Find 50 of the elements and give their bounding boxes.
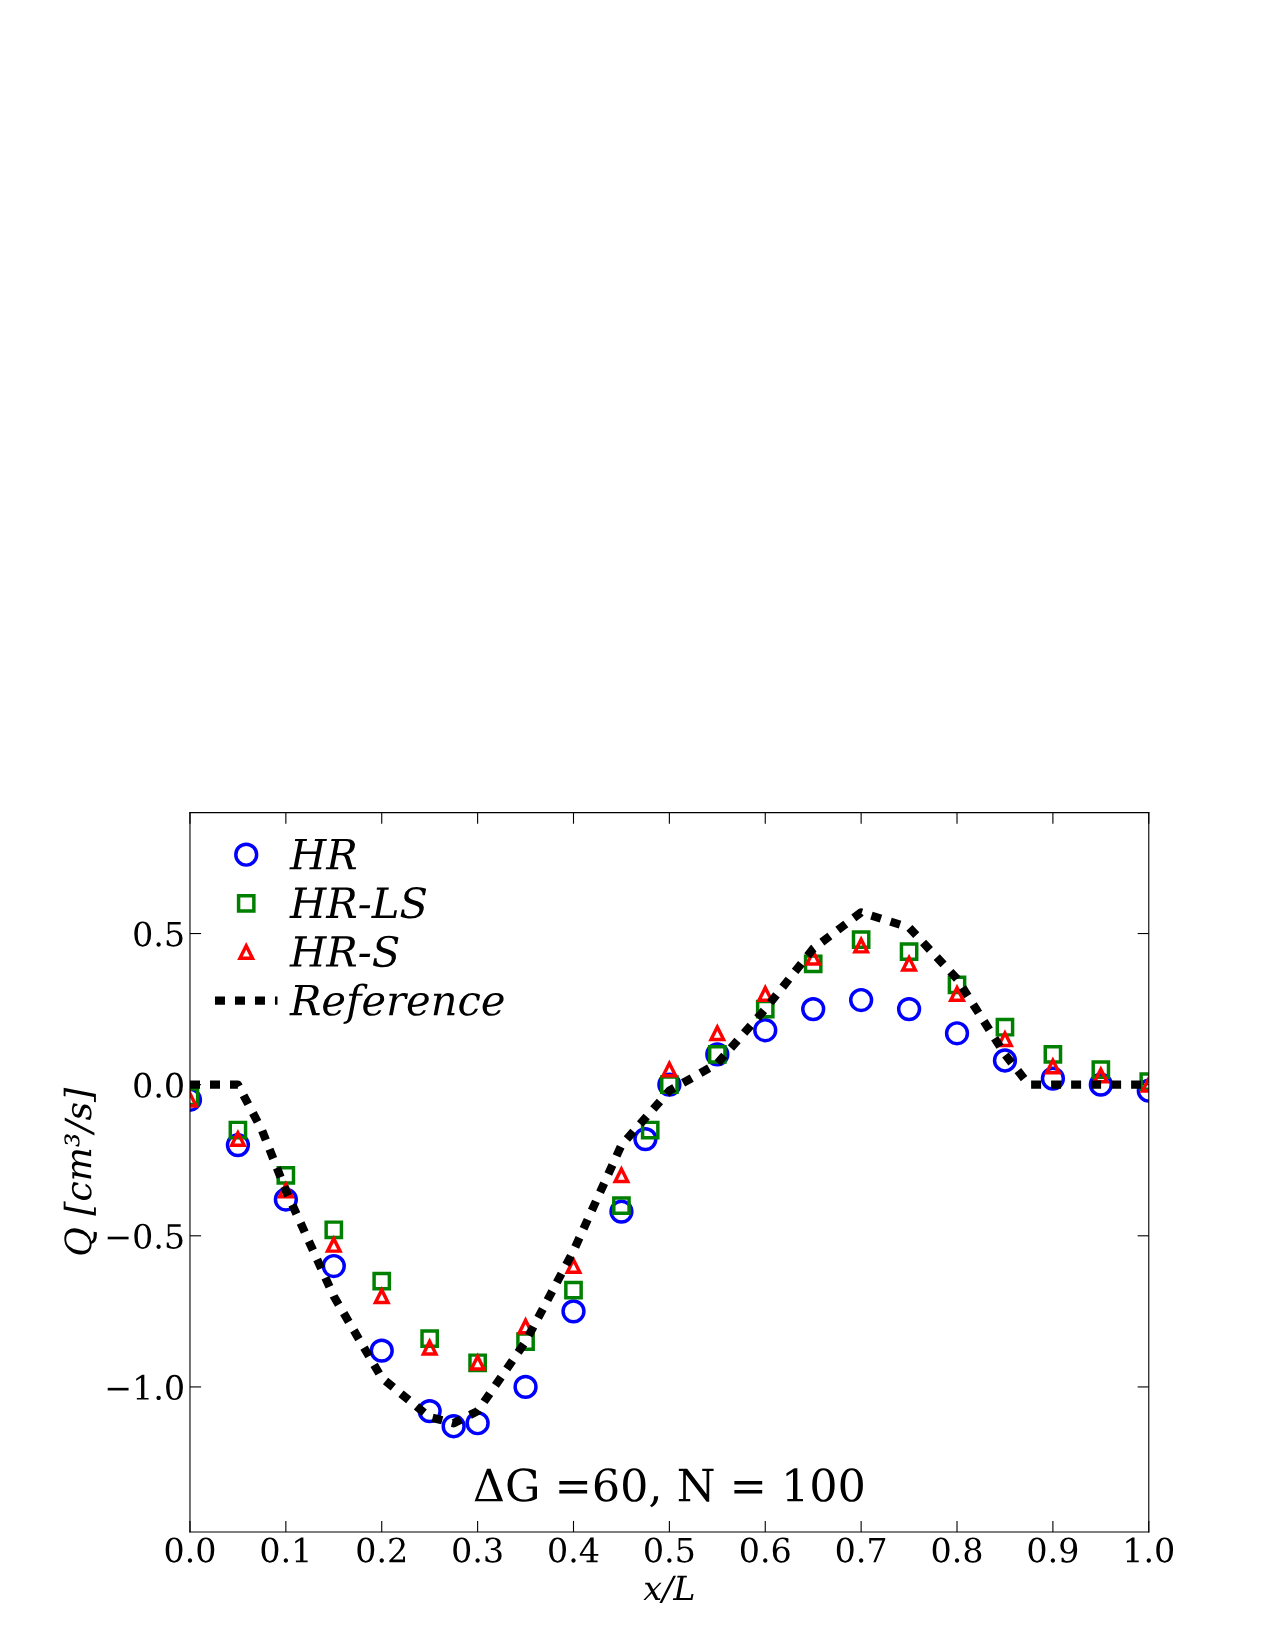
- legend-label: HR-S: [289, 935, 399, 968]
- x-tick-label: 0.4: [549, 1537, 599, 1563]
- point: [896, 996, 922, 1022]
- x-tick-label: 0.7: [836, 1537, 886, 1563]
- point: [565, 1258, 582, 1275]
- point: [944, 1021, 970, 1046]
- point: [995, 1017, 1015, 1037]
- x-tick-label: 0.8: [932, 1537, 982, 1563]
- y-axis-title: Q [cm³/s]: [63, 1087, 97, 1255]
- point: [900, 953, 918, 972]
- x-tick-label: 0.5: [645, 1537, 694, 1563]
- point: [441, 1414, 466, 1439]
- point: [753, 1018, 778, 1043]
- point: [324, 1220, 344, 1240]
- point: [564, 1280, 583, 1300]
- annotation: ΔG =60, N = 100: [474, 1468, 863, 1508]
- point: [321, 1253, 346, 1279]
- x-axis-title: x/L: [643, 1575, 694, 1604]
- y-tick-label: 0.5: [134, 921, 183, 947]
- y-tick-label: −0.5: [107, 1223, 183, 1249]
- x-tick-label: 0.3: [453, 1537, 502, 1563]
- point: [369, 1338, 394, 1363]
- y-tick-label: 0.0: [134, 1072, 183, 1098]
- point: [1043, 1045, 1063, 1064]
- y-tick-label: −1.0: [107, 1374, 183, 1401]
- x-tick-label: 0.9: [1028, 1537, 1078, 1563]
- point: [899, 942, 919, 962]
- point: [561, 1299, 586, 1324]
- point: [613, 1167, 630, 1184]
- point: [373, 1288, 390, 1305]
- point: [513, 1374, 538, 1400]
- point: [848, 987, 874, 1013]
- legend-label: HR-LS: [289, 887, 427, 919]
- point: [660, 1059, 679, 1078]
- legend-label: Reference: [289, 983, 504, 1024]
- point: [801, 996, 826, 1022]
- x-tick-label: 0.2: [357, 1537, 405, 1563]
- point: [372, 1271, 392, 1291]
- point: [709, 1025, 726, 1042]
- point: [324, 1234, 343, 1253]
- x-tick-label: 0.1: [261, 1537, 308, 1563]
- point: [949, 986, 966, 1002]
- point: [1044, 1056, 1062, 1075]
- x-tick-label: 0.0: [165, 1537, 215, 1563]
- x-tick-label: 1.0: [1126, 1537, 1174, 1563]
- point: [992, 1048, 1018, 1073]
- point: [852, 935, 870, 954]
- x-tick-label: 0.6: [740, 1537, 790, 1563]
- point: [420, 1337, 439, 1356]
- legend-label: HR: [289, 838, 357, 870]
